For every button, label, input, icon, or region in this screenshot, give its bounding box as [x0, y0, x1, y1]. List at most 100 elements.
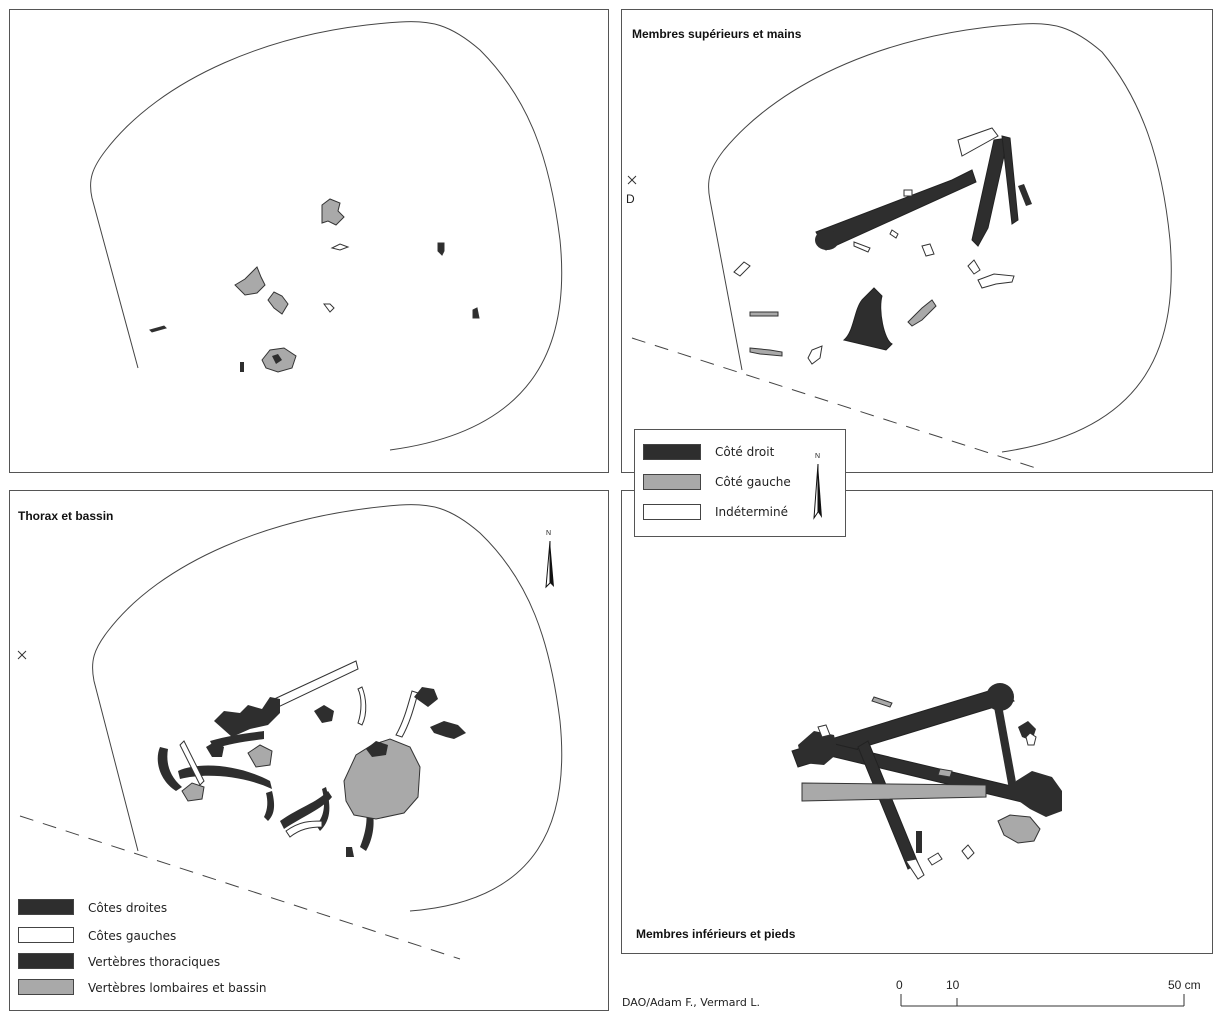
- panel-title: Thorax et bassin: [18, 509, 114, 523]
- scale-label-10: 10: [946, 978, 960, 992]
- legend-swatch: [18, 927, 74, 943]
- rib-left-long: [269, 660, 359, 710]
- legend-label: Côté droit: [715, 445, 775, 459]
- north-label: N: [815, 453, 820, 460]
- legend-label: Indéterminé: [715, 505, 788, 519]
- hand-bone: [921, 243, 935, 257]
- femur-head: [986, 683, 1014, 711]
- radius-right: [971, 137, 1009, 247]
- bone-fragment: [437, 242, 445, 256]
- vertebra-lumbar: [181, 782, 205, 802]
- rib-left: [179, 740, 205, 786]
- panel-lower-limbs: Membres inférieurs et pieds: [621, 490, 1213, 954]
- forearm-left: [842, 287, 893, 351]
- legend-swatch: [18, 899, 74, 915]
- legend-label: Côtes droites: [88, 901, 168, 915]
- legend-swatch: [643, 444, 701, 460]
- hand-bone: [749, 311, 779, 317]
- legend-swatch: [18, 979, 74, 995]
- datum-marker: [627, 175, 637, 185]
- legend-label: Vertèbres lombaires et bassin: [88, 981, 267, 995]
- pit-outline: [92, 504, 563, 912]
- pit-outline: [708, 23, 1172, 453]
- legend-label: Côtes gauches: [88, 929, 177, 943]
- bone-fragment: [330, 243, 350, 251]
- north-arrow-icon: N: [545, 530, 554, 589]
- datum-marker: [17, 650, 27, 660]
- datum-label: D: [626, 192, 635, 206]
- panel-thorax-pelvis: Thorax et bassin N: [9, 490, 609, 1011]
- bone-fragment: [267, 291, 289, 315]
- vertebra-fragment: [346, 847, 354, 857]
- upper-limbs-plan: [627, 23, 1172, 471]
- hand-bone: [1018, 184, 1032, 206]
- hand-bone: [807, 345, 823, 365]
- pit-outline: [90, 21, 563, 451]
- hand-bone: [903, 189, 913, 197]
- legend-swatch: [643, 474, 701, 490]
- hand-bone: [853, 241, 871, 253]
- hand-bone: [967, 259, 981, 275]
- pelvis-bone: [366, 741, 388, 757]
- vertebra-thoracic: [206, 741, 224, 757]
- lower-limbs-plan: [791, 683, 1062, 880]
- fibula-right: [994, 705, 1018, 795]
- pit-plan-overview: [90, 21, 563, 451]
- rib-right: [280, 791, 332, 829]
- foot-bone: [927, 852, 943, 866]
- hand-bone: [907, 299, 937, 327]
- bone-fragment: [234, 266, 266, 296]
- legend-swatch: [643, 504, 701, 520]
- vertebra-thoracic: [414, 687, 438, 707]
- rib-right: [264, 791, 275, 821]
- rib-right: [316, 787, 330, 831]
- rib-left: [285, 820, 323, 838]
- scale-label-0: 0: [896, 978, 903, 992]
- bone-fragment: [149, 325, 167, 333]
- foot-bone: [916, 831, 922, 853]
- vertebra-thoracic: [430, 721, 466, 739]
- north-arrow-icon: N: [813, 453, 822, 520]
- foot-bones-right: [1016, 771, 1062, 817]
- credit-text: DAO/Adam F., Vermard L.: [622, 996, 760, 1009]
- bone-fragment: [323, 303, 335, 313]
- radius-bone: [957, 127, 999, 157]
- vertebra-thoracic: [214, 697, 280, 737]
- scale-label-50: 50 cm: [1168, 978, 1201, 992]
- panel-title: Membres supérieurs et mains: [632, 27, 802, 41]
- panel-upper-limbs: Membres supérieurs et mains: [621, 9, 1213, 473]
- foot-bone: [817, 724, 831, 738]
- rib-right: [178, 765, 272, 789]
- hand-bone: [889, 229, 899, 239]
- foot-bone: [1025, 732, 1037, 746]
- hand-bone: [733, 261, 751, 277]
- tibia-left: [801, 782, 987, 802]
- scale-bar-lines: [900, 994, 1185, 1007]
- panel-title: Membres inférieurs et pieds: [636, 927, 796, 941]
- hand-bone: [749, 347, 783, 357]
- bone-fragment: [472, 307, 480, 319]
- rib-right: [210, 731, 264, 749]
- excavation-limit-line: [19, 815, 461, 960]
- rib-left: [357, 686, 367, 726]
- legend-label: Côté gauche: [715, 475, 791, 489]
- humerus-head: [815, 230, 839, 250]
- thorax-pelvis-plan: N: [17, 504, 563, 960]
- legend-label: Vertèbres thoraciques: [88, 955, 221, 969]
- hand-bone: [977, 273, 1015, 289]
- rib-right: [157, 747, 182, 791]
- foot-bone: [937, 768, 953, 778]
- bone-fragment: [272, 354, 282, 364]
- foot-bone: [961, 844, 975, 860]
- knee-bones: [798, 731, 838, 765]
- rib-right: [360, 809, 374, 851]
- ulna-right: [1001, 135, 1019, 225]
- vertebra-thoracic: [314, 705, 334, 723]
- panel-overview: [9, 9, 609, 473]
- legend-swatch: [18, 953, 74, 969]
- bone-fragment: [321, 198, 345, 226]
- foot-bones-left: [997, 814, 1041, 844]
- tibia-right: [857, 740, 919, 870]
- bone-fragment: [240, 362, 244, 372]
- legend-sides: Côté droit Côté gauche Indéterminé N: [634, 429, 846, 537]
